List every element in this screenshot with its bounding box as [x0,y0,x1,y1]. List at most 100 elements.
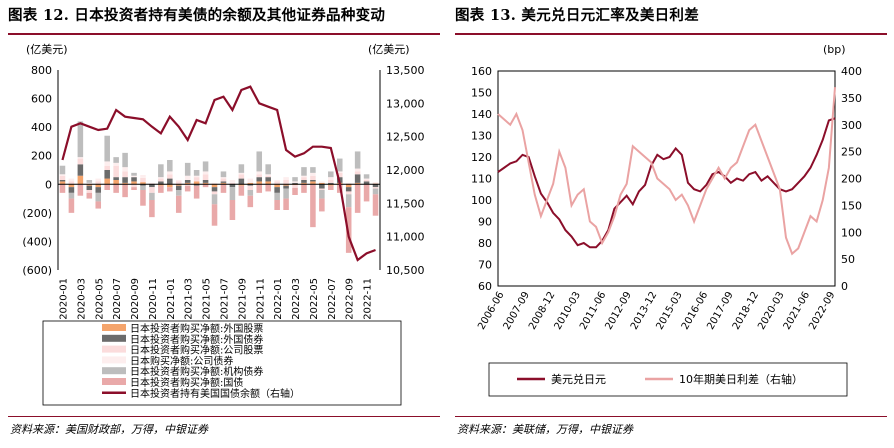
bar-segment [77,157,84,159]
legend-label: 日本投资者购买净额:机构债券 [130,365,263,378]
bar-segment [283,198,289,210]
bar-segment [220,184,227,193]
left-y-tick-label: 600 [31,93,52,106]
bar-segment [354,151,361,169]
left-y-tick-label: 70 [478,259,492,272]
plot-frame [497,70,836,287]
bar-segment [265,175,271,178]
bar-segment [229,187,236,200]
bar-segment [131,184,137,188]
x-tick-label: 2021-03 [184,278,195,320]
x-tick-label: 2022-09 [807,290,837,332]
x-tick-label: 2020-03 [76,278,87,320]
x-tick-label: 2022-09 [345,278,356,320]
bar-segment [202,182,209,185]
legend-label: 日本投资者持有美国国债余额（右轴） [130,387,300,400]
bar-segment [220,171,227,178]
bar-segment [158,181,164,185]
bar-segment [140,190,146,206]
bar-segment [292,185,298,188]
bar-segment [77,184,84,196]
bar-segment [68,184,75,188]
left-chart: (亿美元) (亿美元) 800 600 400 200 0 (200) (400) (600) 13… [22,43,425,406]
bar-segment [104,165,110,170]
bar-segment [95,187,102,193]
bar-segment [372,182,379,184]
bar-segment [122,167,128,172]
legend-label: 日本购买净额:公司债券 [130,354,233,367]
bar-segment [354,168,361,172]
bar-segment [256,151,263,172]
left-y-tick-label: 160 [471,65,492,78]
bar-segment [77,164,84,176]
bar-segment [167,184,173,188]
bar-segment [202,180,209,183]
bar-segment [247,190,254,196]
bar-segment [354,184,361,213]
bar-segment [345,191,352,195]
bar-segment [122,152,128,168]
bar-segment [319,182,325,185]
right-bottom-rule [455,416,887,417]
left-y-tick-label: 80 [478,237,492,250]
bar-segment [184,184,191,186]
x-tick-label: 2021-07 [219,278,230,320]
bar-segment [247,178,254,183]
x-tick-label: 2021-01 [166,278,177,320]
bar-segment [122,171,128,178]
bar-segment [238,164,245,173]
bar-segment [149,182,155,185]
bar-segment [59,165,66,175]
bar-segment [301,167,307,176]
legend-label: 10年期美日利差（右轴） [679,372,803,386]
right-y-tick-label: 50 [841,253,855,266]
bar-segment [310,175,316,180]
bar-segment [104,135,110,162]
right-source: 资料来源：美联储，万得，中银证券 [457,423,633,436]
right-y-tick-label: 11,500 [386,197,425,210]
bar-segment [86,185,93,190]
bar-segment [131,172,137,176]
bar-segment [283,184,289,186]
bar-segment [175,181,182,185]
bar-segment [202,171,209,175]
bar-segment [238,178,245,185]
bar-segment [274,181,280,185]
bar-segment [247,195,254,208]
bar-segment [283,180,289,185]
bar-segment [256,174,263,178]
left-source: 资料来源：美国财政部，万得，中银证券 [10,423,208,436]
bar-segment [131,177,137,182]
right-y-tick-label: 0 [841,280,848,293]
bar-segment [202,161,209,172]
bar-segment [310,184,316,228]
bar-segment [211,194,218,205]
bar-segment [256,177,263,182]
left-chart-title: 图表 12. 日本投资者持有美债的余额及其他证券品种变动 [8,7,386,24]
bar-segment [345,182,352,185]
bar-segment [122,177,128,183]
bar-segment [158,177,164,179]
bar-segment [319,188,325,190]
bar-segment [319,198,325,212]
bar-segment [95,184,102,188]
left-y-tick-label: 400 [31,121,52,134]
bar-segment [95,181,102,185]
bar-segment [372,194,379,216]
bar-segment [68,181,75,185]
bar-segment [274,200,280,210]
bar-segment [149,184,155,188]
bar-segment [310,167,316,173]
bar-segment [265,184,271,192]
bar-segment [247,182,254,185]
left-y-tick-label: 800 [31,64,52,77]
bar-segment [211,184,218,188]
bar-segment [59,175,66,180]
right-y-tick-label: 10,500 [386,264,425,277]
bar-segment [175,185,182,190]
bar-segment [283,185,289,189]
right-y-tick-label: 150 [841,199,862,212]
bar-segment [184,182,191,185]
bar-segment [59,181,66,185]
bar-segment [149,200,155,218]
